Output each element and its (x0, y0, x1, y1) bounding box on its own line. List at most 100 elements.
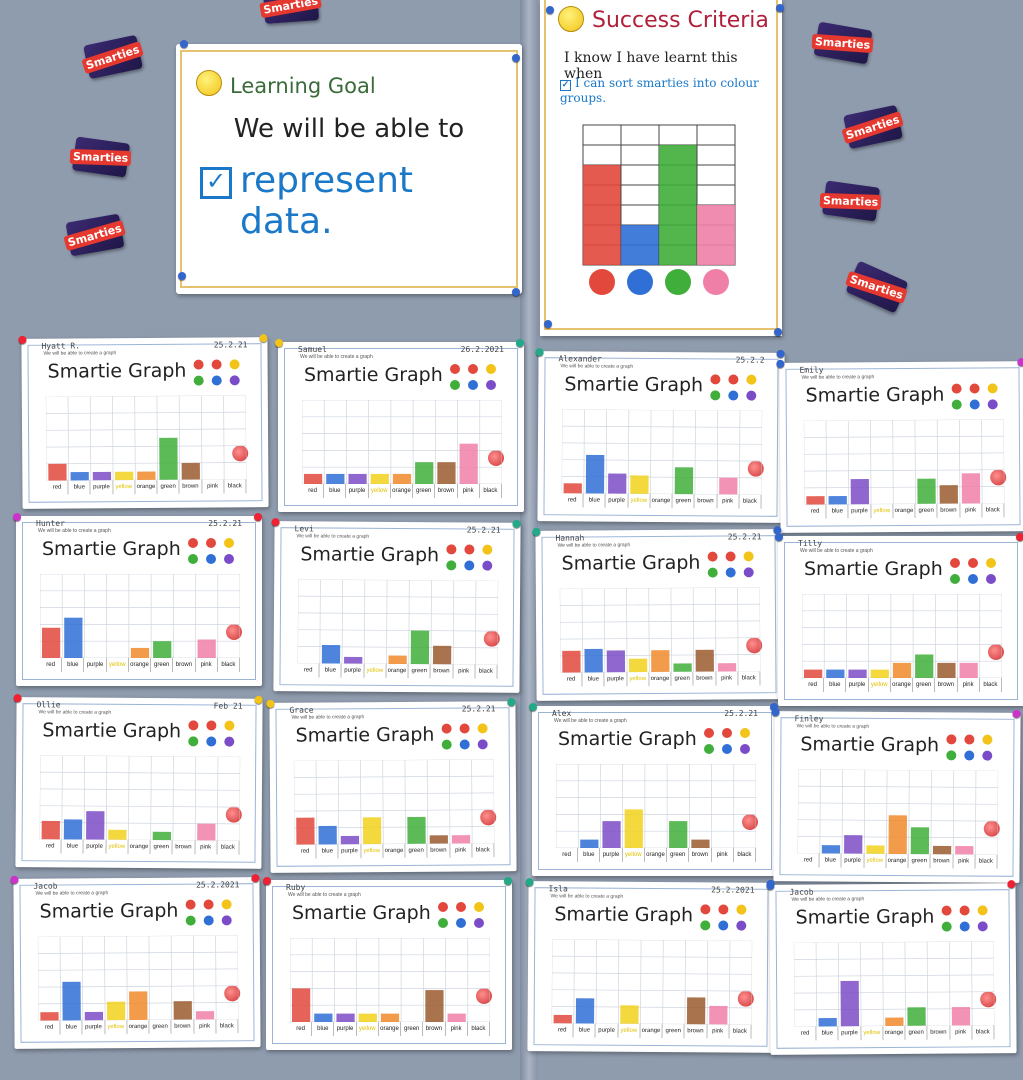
category-label: green (405, 843, 428, 858)
sheet-title: Smartie Graph (39, 899, 179, 923)
category-label: blue (324, 484, 347, 498)
push-pin (776, 349, 785, 358)
smartie-face-icon (982, 734, 993, 745)
category-label: black (980, 678, 1002, 692)
smartie-face-icon (977, 921, 988, 932)
grid-line (37, 936, 39, 1021)
bar-blue (63, 819, 83, 840)
category-label: black (468, 1022, 490, 1036)
grid-line (798, 769, 999, 772)
grid-line (837, 942, 840, 1027)
category-label: brown (430, 664, 454, 679)
smartie-face-icon (224, 736, 235, 747)
push-pin (254, 513, 262, 521)
bar-blue (585, 454, 605, 494)
smartie-face-icon (946, 750, 957, 761)
push-pin (13, 694, 22, 703)
smartie-face-icon (969, 399, 980, 410)
category-label: blue (826, 504, 849, 519)
grid-line (559, 587, 760, 590)
category-label: pink (195, 840, 218, 855)
smartie-face-icon (229, 375, 240, 386)
category-label: red (290, 1022, 313, 1036)
grid-line (45, 395, 246, 398)
smartie-face-icon (665, 269, 691, 295)
grid-line (716, 410, 719, 495)
smartie-graph-sheet: Grace 25.2.21 We will be able to create a … (266, 698, 517, 873)
push-pin (544, 320, 552, 328)
push-pin (512, 519, 521, 528)
category-label: blue (68, 480, 91, 495)
bar-brown (425, 990, 444, 1022)
smartie-face-icon (977, 905, 988, 916)
bar-pink (717, 663, 737, 672)
bar-blue (584, 648, 603, 673)
smartie-face-icon (441, 723, 452, 734)
sheet-date: 25.2.21 (724, 709, 758, 718)
bar-pink (719, 477, 738, 495)
grid-line (156, 395, 158, 480)
push-pin (512, 54, 520, 62)
sheet-date: 25.2.2021 (711, 885, 755, 895)
grid-line (39, 788, 240, 791)
grid-line (560, 620, 761, 623)
sheet-goal: We will be able to create a graph (38, 709, 112, 716)
category-label: orange (135, 479, 158, 495)
smartie-face-icon (941, 905, 952, 916)
bar-yellow (866, 845, 885, 854)
grid-line (89, 396, 92, 481)
bar-brown (686, 997, 706, 1025)
smarties-box: Smarties (63, 213, 127, 257)
grid-cell (620, 204, 660, 226)
category-label: pink (201, 479, 225, 494)
smartie-face-icon (482, 560, 493, 571)
smartie-face-icon (206, 538, 216, 548)
bar-green (915, 654, 934, 678)
smartie-face-icon (951, 383, 962, 394)
push-pin (1012, 709, 1021, 718)
example-bar-chart (582, 124, 736, 295)
smartie-bar-chart (803, 419, 1005, 505)
category-label: brown (935, 678, 958, 692)
smartie-face-icon (728, 374, 739, 385)
category-label: orange (649, 671, 672, 687)
grid-line (552, 955, 753, 958)
learning-goal-title: Learning Goal (230, 74, 376, 98)
smartie-face-icon (211, 375, 222, 386)
category-label: red (38, 1020, 61, 1035)
smartie-face-icon (951, 399, 962, 410)
push-pin (263, 877, 271, 885)
push-pin (1007, 880, 1016, 889)
bar-brown (173, 1001, 192, 1020)
grid-line (860, 942, 862, 1027)
bar-orange (888, 815, 907, 855)
category-label: green (401, 1022, 424, 1036)
category-label: green (913, 678, 936, 692)
smartie-face-icon (450, 380, 460, 390)
student-name: Levi (294, 524, 314, 534)
smartie-face-icon (456, 918, 466, 928)
push-pin (529, 703, 537, 711)
smartie-faces (951, 383, 1014, 417)
smartie-face-icon (468, 380, 478, 390)
bar-purple (844, 835, 863, 854)
bar-red (563, 483, 582, 494)
grid-line (694, 410, 696, 495)
smartie-faces (188, 538, 250, 572)
grid-line (562, 409, 763, 412)
category-label: blue (583, 493, 607, 508)
example-bar-blue (621, 225, 659, 265)
grid-line (819, 769, 821, 854)
push-pin (774, 328, 782, 336)
student-name: Jacob (789, 887, 814, 897)
smartie-bar-chart (45, 395, 247, 481)
sheet-title: Smartie Graph (554, 903, 694, 927)
smartie-face-icon (589, 269, 615, 295)
student-name: Ollie (36, 700, 61, 710)
grid-line (497, 580, 499, 665)
grid-line (194, 756, 197, 841)
sheet-title: Smartie Graph (295, 723, 435, 747)
category-label: brown (171, 1019, 195, 1034)
bar-brown (939, 485, 958, 504)
bar-red (42, 627, 61, 658)
